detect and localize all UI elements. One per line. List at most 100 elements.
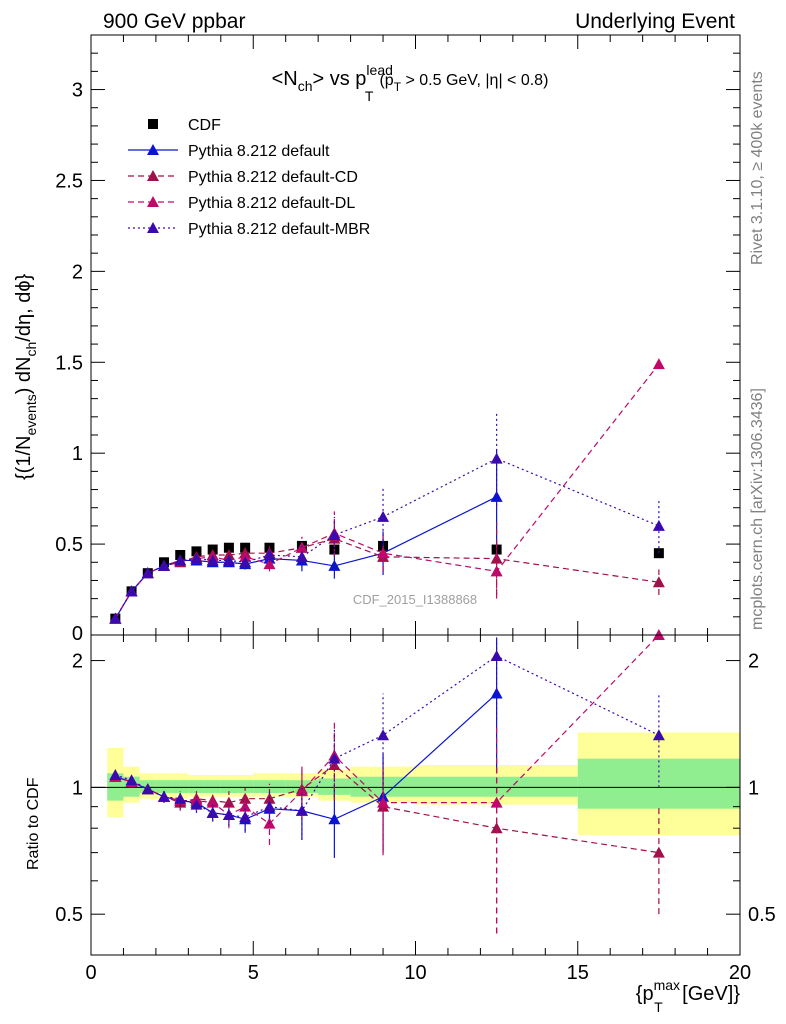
main-pythia-8-212-default-dl-point (377, 547, 390, 559)
main-y-tick-label: 0.5 (55, 534, 83, 556)
x-tick-label: 5 (248, 962, 259, 984)
legend-pythia-8-212-default-label: Pythia 8.212 default (188, 143, 330, 160)
ratio-ticks: 0.5 0.51 12 20 5 10 15 20 (55, 635, 776, 984)
ratio-pythia-8-212-default-dl-point (295, 785, 308, 797)
legend-pythia-8-212-default-mbr-marker (147, 222, 159, 233)
ratio-y-tick-label-right: 0.5 (748, 904, 776, 926)
main-data-layer (109, 358, 665, 624)
ratio-band-inner (155, 780, 173, 793)
ratio-pythia-8-212-default-mbr-point (377, 729, 390, 741)
ratio-pythia-8-212-default-dl-point (239, 800, 252, 812)
ratio-band-inner (204, 780, 221, 793)
header-left: 900 GeV ppbar (103, 10, 245, 33)
main-y-tick-label: 3 (72, 80, 83, 102)
ratio-y-tick-label: 1 (72, 777, 83, 799)
ratio-pythia-8-212-default-mbr-point (239, 811, 252, 823)
main-y-tick-label: 1.5 (55, 352, 83, 374)
ratio-band-inner (237, 780, 254, 793)
main-y-tick-label: 1 (72, 443, 83, 465)
main-pythia-8-212-default-mbr-point (174, 554, 187, 566)
legend-pythia-8-212-default-dl-marker (147, 196, 159, 207)
x-axis-label: {pmax T [GeV]} (636, 977, 741, 1015)
main-pythia-8-212-default-mbr-point (239, 556, 252, 568)
main-pythia-8-212-default-mbr-point (377, 510, 390, 522)
ratio-data-layer (109, 629, 665, 934)
main-pythia-8-212-default-mbr-point (190, 552, 203, 564)
main-pythia-8-212-default-dl-point (652, 358, 665, 370)
legend-cdf-label: CDF (188, 117, 221, 134)
ratio-pythia-8-212-default-mbr-point (328, 752, 341, 764)
ratio-pythia-8-212-default-mbr-point (190, 798, 203, 810)
main-pythia-8-212-default-cd-point (652, 576, 665, 588)
header-right: Underlying Event (575, 10, 735, 33)
main-pythia-8-212-default-dl-point (490, 565, 503, 577)
ratio-y-tick-label: 2 (72, 651, 83, 673)
main-pythia-8-212-default-line (114, 496, 497, 619)
legend: CDF Pythia 8.212 default Pythia 8.212 defa… (128, 117, 370, 238)
ratio-pythia-8-212-default-mbr-point (174, 792, 187, 804)
main-pythia-8-212-default-mbr-point (328, 529, 341, 540)
ratio-pythia-8-212-default-mbr-point (490, 650, 503, 662)
rivet-label: Rivet 3.1.10, ≥ 400k events (749, 71, 766, 265)
ratio-band-inner (188, 780, 205, 793)
main-pythia-8-212-default-mbr-point (109, 612, 122, 624)
main-pythia-8-212-default-mbr-point (490, 452, 503, 464)
main-pythia-8-212-default-mbr-point (222, 554, 235, 566)
ratio-pythia-8-212-default-mbr-point (222, 808, 235, 820)
ratio-pythia-8-212-default-point (328, 813, 341, 825)
main-pythia-8-212-default-mbr-point (206, 554, 219, 566)
plot-title: <Nch> vs plead T(pT > 0.5 GeV, |η| < 0.8) (272, 62, 549, 104)
main-pythia-8-212-default-dl-line (114, 363, 660, 619)
ratio-pythia-8-212-default-dl-point (490, 796, 503, 808)
ratio-pythia-8-212-default-mbr-point (158, 790, 171, 802)
ratio-band-inner (220, 780, 238, 793)
ratio-pythia-8-212-default-mbr-point (295, 804, 308, 816)
ratio-y-tick-label: 0.5 (55, 904, 83, 926)
ratio-uncertainty-bands (107, 732, 740, 836)
ratio-y-tick-label-right: 1 (748, 777, 759, 799)
ratio-pythia-8-212-default-mbr-point (141, 783, 154, 795)
main-pythia-8-212-default-mbr-point (141, 567, 154, 579)
main-pythia-8-212-default-mbr-point (652, 519, 665, 531)
legend-pythia-8-212-default-cd-label: Pythia 8.212 default-CD (188, 169, 358, 186)
x-tick-label: 20 (729, 962, 751, 984)
main-pythia-8-212-default-point (328, 559, 341, 571)
ratio-pythia-8-212-default-mbr-point (263, 800, 276, 812)
main-y-tick-label: 2.5 (55, 170, 83, 192)
ratio-y-tick-label-right: 2 (748, 651, 759, 673)
ratio-band-inner (172, 780, 189, 793)
ratio-pythia-8-212-default-mbr-point (125, 774, 138, 786)
legend-pythia-8-212-default-cd-marker (147, 170, 159, 181)
main-y-label: {(1/Nevents) dNch/dη, dϕ} (13, 273, 39, 480)
ratio-pythia-8-212-default-mbr-point (206, 806, 219, 818)
main-pythia-8-212-default-mbr-point (295, 550, 308, 562)
main-pythia-8-212-default-mbr-point (263, 549, 276, 560)
main-pythia-8-212-default-dl-point (263, 558, 276, 570)
main-y-tick-label: 2 (72, 261, 83, 283)
main-cdf-point (223, 542, 234, 553)
main-pythia-8-212-default-point (490, 490, 503, 502)
legend-pythia-8-212-default-marker (147, 144, 159, 155)
main-ticks: 0.5 1 1.5 2 2.5 3 0 (55, 34, 741, 645)
ratio-pythia-8-212-default-cd-point (652, 846, 665, 858)
main-y-tick-label: 0 (72, 623, 83, 645)
legend-pythia-8-212-default-mbr-label: Pythia 8.212 default-MBR (188, 221, 370, 238)
ratio-pythia-8-212-default-mbr-point (109, 768, 122, 780)
ratio-band-inner (415, 776, 578, 797)
ratio-pythia-8-212-default-dl-point (206, 796, 219, 808)
main-pythia-8-212-default-mbr-point (158, 559, 171, 571)
x-tick-label: 10 (404, 962, 426, 984)
ratio-pythia-8-212-default-cd-point (222, 796, 235, 808)
ratio-y-label: Ratio to CDF (25, 777, 42, 870)
x-tick-label: 0 (85, 962, 96, 984)
watermark: CDF_2015_I1388868 (353, 592, 477, 607)
ratio-pythia-8-212-default-mbr-point (652, 729, 665, 741)
mcplots-label: mcplots.cern.ch [arXiv:1306.3436] (749, 388, 766, 630)
x-tick-label: 15 (567, 962, 589, 984)
ratio-band-inner (253, 780, 286, 793)
legend-pythia-8-212-default-dl-label: Pythia 8.212 default-DL (188, 195, 355, 212)
main-pythia-8-212-default-mbr-point (125, 585, 138, 597)
legend-cdf-marker (148, 119, 158, 129)
ratio-pythia-8-212-default-dl-point (377, 796, 390, 808)
